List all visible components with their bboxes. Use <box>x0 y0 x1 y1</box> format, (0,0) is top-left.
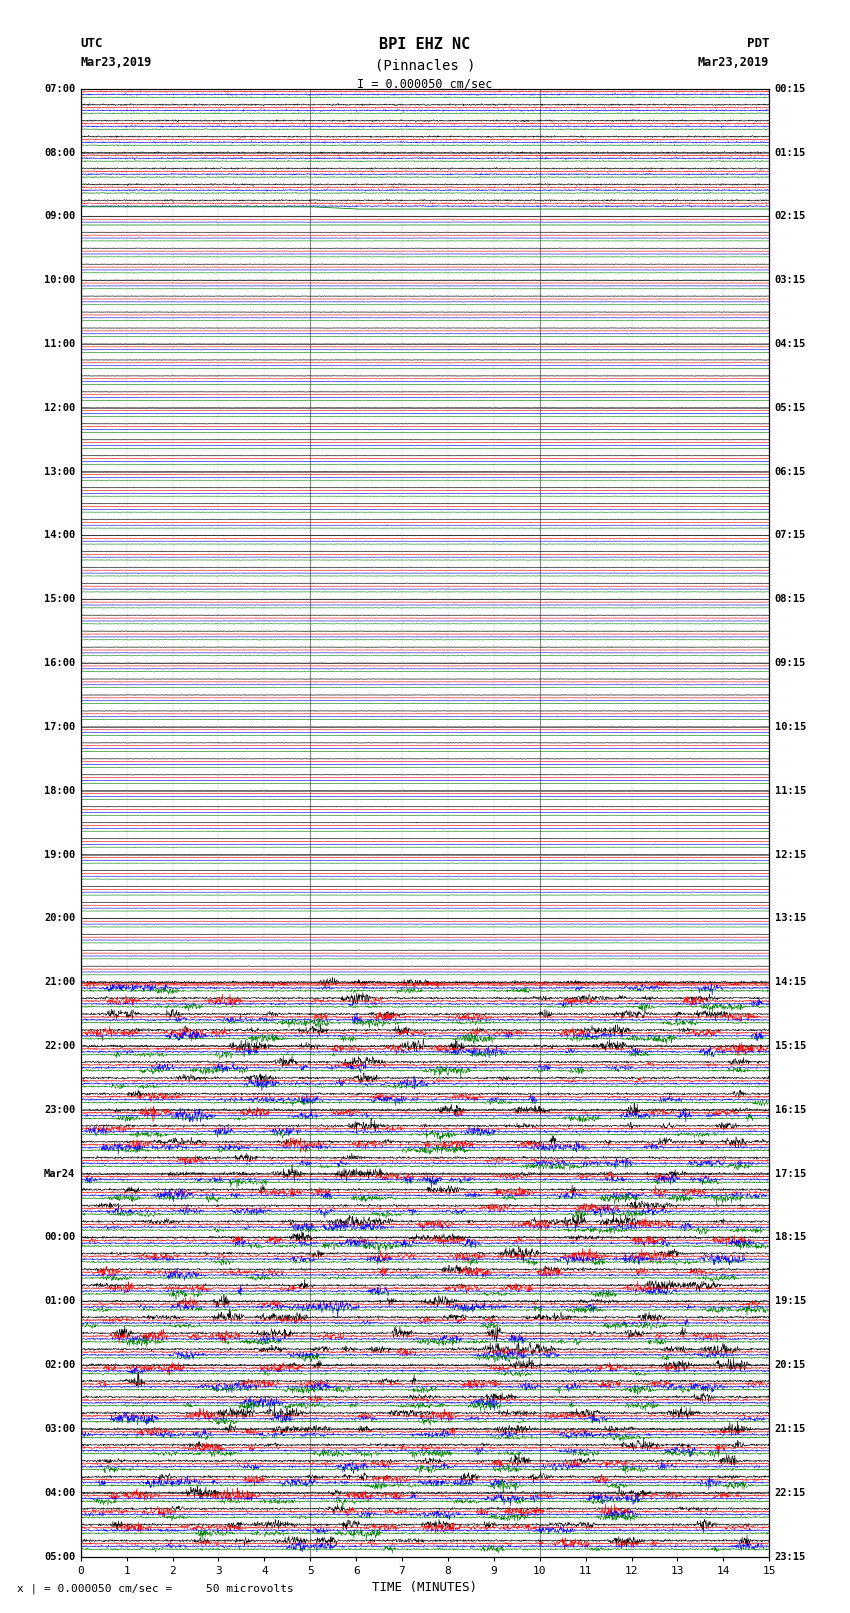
Text: 17:15: 17:15 <box>774 1169 806 1179</box>
Text: 18:15: 18:15 <box>774 1232 806 1242</box>
Text: 06:15: 06:15 <box>774 466 806 476</box>
Text: Mar24: Mar24 <box>44 1169 76 1179</box>
Text: 13:15: 13:15 <box>774 913 806 923</box>
Text: 02:15: 02:15 <box>774 211 806 221</box>
Text: 07:15: 07:15 <box>774 531 806 540</box>
Text: 08:15: 08:15 <box>774 594 806 605</box>
Text: 10:00: 10:00 <box>44 276 76 286</box>
Text: 01:15: 01:15 <box>774 147 806 158</box>
Text: 20:15: 20:15 <box>774 1360 806 1369</box>
Text: PDT: PDT <box>747 37 769 50</box>
Text: (Pinnacles ): (Pinnacles ) <box>375 58 475 73</box>
X-axis label: TIME (MINUTES): TIME (MINUTES) <box>372 1581 478 1594</box>
Text: x | = 0.000050 cm/sec =     50 microvolts: x | = 0.000050 cm/sec = 50 microvolts <box>17 1582 294 1594</box>
Text: 20:00: 20:00 <box>44 913 76 923</box>
Text: 02:00: 02:00 <box>44 1360 76 1369</box>
Text: 17:00: 17:00 <box>44 723 76 732</box>
Text: 01:00: 01:00 <box>44 1297 76 1307</box>
Text: 00:15: 00:15 <box>774 84 806 94</box>
Text: Mar23,2019: Mar23,2019 <box>698 56 769 69</box>
Text: 13:00: 13:00 <box>44 466 76 476</box>
Text: 22:00: 22:00 <box>44 1040 76 1052</box>
Text: 05:15: 05:15 <box>774 403 806 413</box>
Text: 09:00: 09:00 <box>44 211 76 221</box>
Text: 15:15: 15:15 <box>774 1040 806 1052</box>
Text: 12:15: 12:15 <box>774 850 806 860</box>
Text: 10:15: 10:15 <box>774 723 806 732</box>
Text: 15:00: 15:00 <box>44 594 76 605</box>
Text: 11:00: 11:00 <box>44 339 76 348</box>
Text: 09:15: 09:15 <box>774 658 806 668</box>
Text: 04:15: 04:15 <box>774 339 806 348</box>
Text: 11:15: 11:15 <box>774 786 806 795</box>
Text: 03:00: 03:00 <box>44 1424 76 1434</box>
Text: 18:00: 18:00 <box>44 786 76 795</box>
Text: BPI EHZ NC: BPI EHZ NC <box>379 37 471 52</box>
Text: 23:15: 23:15 <box>774 1552 806 1561</box>
Text: 19:15: 19:15 <box>774 1297 806 1307</box>
Text: 19:00: 19:00 <box>44 850 76 860</box>
Text: 05:00: 05:00 <box>44 1552 76 1561</box>
Text: I = 0.000050 cm/sec: I = 0.000050 cm/sec <box>357 77 493 90</box>
Text: 16:15: 16:15 <box>774 1105 806 1115</box>
Text: 21:00: 21:00 <box>44 977 76 987</box>
Text: 14:00: 14:00 <box>44 531 76 540</box>
Text: UTC: UTC <box>81 37 103 50</box>
Text: 08:00: 08:00 <box>44 147 76 158</box>
Text: Mar23,2019: Mar23,2019 <box>81 56 152 69</box>
Text: 12:00: 12:00 <box>44 403 76 413</box>
Text: 23:00: 23:00 <box>44 1105 76 1115</box>
Text: 21:15: 21:15 <box>774 1424 806 1434</box>
Text: 22:15: 22:15 <box>774 1487 806 1498</box>
Text: 07:00: 07:00 <box>44 84 76 94</box>
Text: 04:00: 04:00 <box>44 1487 76 1498</box>
Text: 00:00: 00:00 <box>44 1232 76 1242</box>
Text: 03:15: 03:15 <box>774 276 806 286</box>
Text: 16:00: 16:00 <box>44 658 76 668</box>
Text: 14:15: 14:15 <box>774 977 806 987</box>
